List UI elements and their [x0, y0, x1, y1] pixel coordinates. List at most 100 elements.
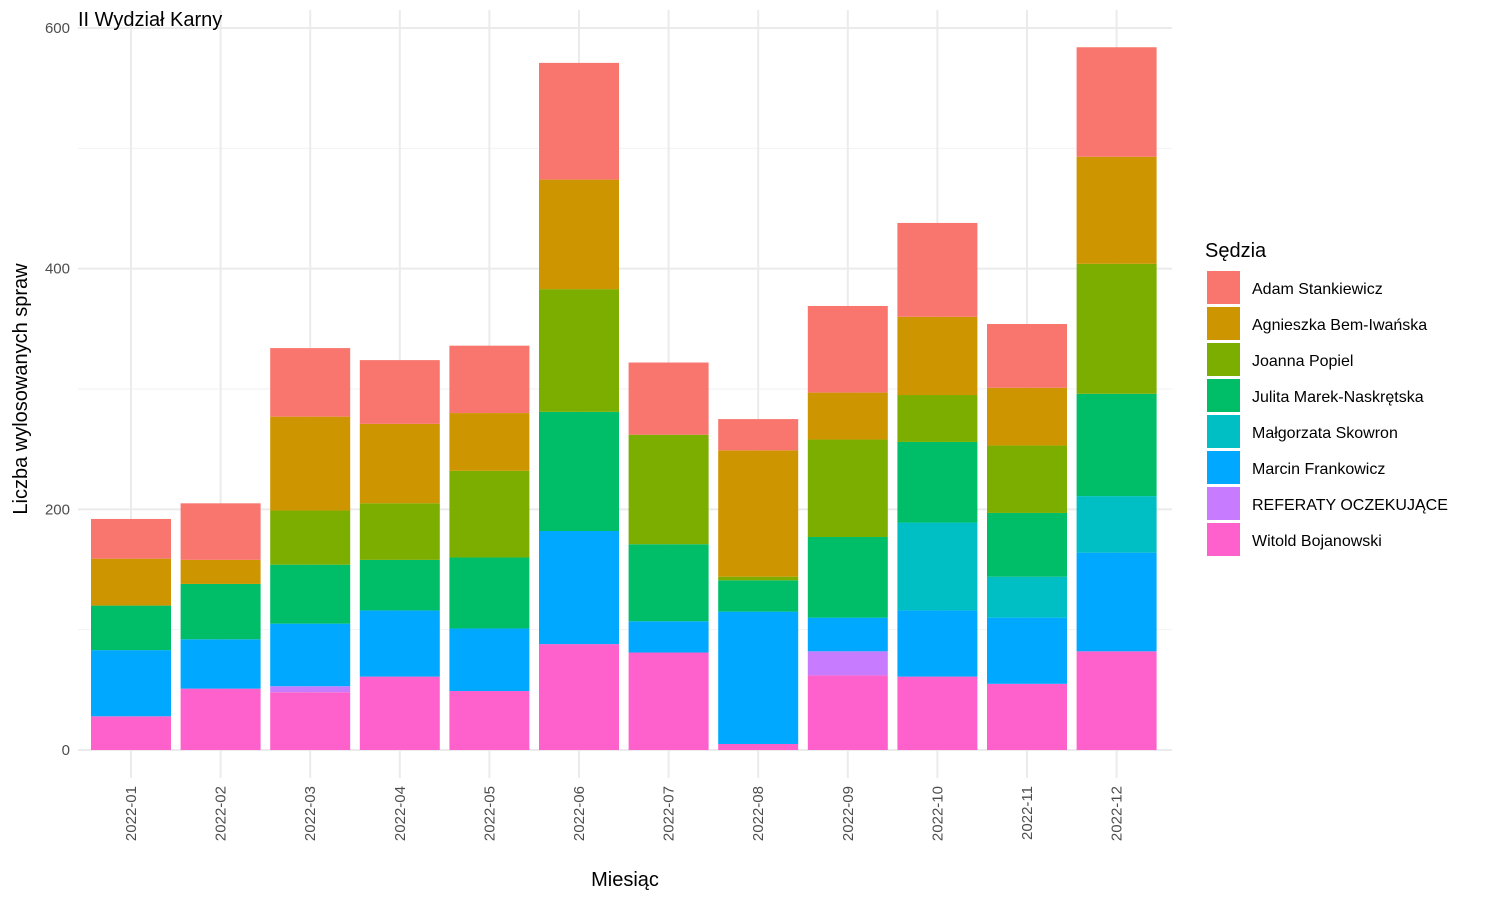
- x-tick-label: 2022-03: [302, 786, 319, 841]
- bar-segment: [987, 512, 1067, 577]
- bar-segment: [359, 360, 440, 424]
- bar-segment: [807, 305, 888, 393]
- legend-label: Adam Stankiewicz: [1252, 281, 1383, 298]
- bar-segment: [897, 222, 978, 317]
- legend-label: REFERATY OCZEKUJĄCE: [1252, 497, 1448, 514]
- bar-segment: [180, 559, 261, 584]
- bar-segment: [807, 675, 888, 750]
- bar-segment: [91, 558, 171, 606]
- legend-label: Witold Bojanowski: [1252, 533, 1382, 550]
- x-tick-label: 2022-08: [750, 786, 767, 841]
- y-tick-label: 0: [62, 742, 70, 759]
- bar-segment: [897, 441, 978, 523]
- bar-segment: [91, 518, 171, 559]
- legend-label: Joanna Popiel: [1252, 353, 1353, 370]
- bar-segment: [539, 62, 619, 180]
- x-tick-label: 2022-09: [840, 786, 857, 841]
- bar-segment: [628, 434, 709, 545]
- y-tick-label: 200: [45, 501, 70, 518]
- bar-segment: [359, 423, 440, 504]
- y-tick-label: 400: [45, 261, 70, 278]
- legend-swatch: [1207, 415, 1240, 448]
- bar-segment: [987, 387, 1067, 446]
- bar-segment: [897, 395, 978, 442]
- y-axis-ticks: 0 200 400 600: [45, 20, 70, 759]
- legend-swatch: [1207, 487, 1240, 520]
- bar-segment: [180, 503, 261, 560]
- bar-segment: [270, 510, 351, 565]
- bar-segment: [987, 576, 1067, 618]
- bar-segment: [718, 419, 799, 451]
- bar-segment: [897, 316, 978, 396]
- bar-segment: [270, 692, 351, 750]
- bar-segment: [359, 676, 440, 750]
- bar-segment: [897, 676, 978, 750]
- bar-segment: [718, 743, 799, 750]
- bar-segment: [807, 439, 888, 538]
- bar-segment: [270, 564, 351, 624]
- bar-segment: [449, 691, 530, 750]
- legend: Sędzia Adam Stankiewicz Agnieszka Bem-Iwa…: [1205, 240, 1448, 556]
- bar-segment: [628, 544, 709, 622]
- bar-segment: [987, 324, 1067, 388]
- bar-segment: [628, 652, 709, 750]
- bar-segment: [718, 450, 799, 577]
- bar-segment: [1076, 156, 1157, 264]
- legend-swatch: [1207, 271, 1240, 304]
- bar-segment: [180, 639, 261, 689]
- legend-swatch: [1207, 379, 1240, 412]
- bar-segment: [1076, 496, 1157, 553]
- x-axis-ticks: 2022-01 2022-02 2022-03 2022-04 2022-05 2022-…: [123, 786, 1126, 841]
- x-tick-label: 2022-12: [1109, 786, 1126, 841]
- bar-segment: [270, 686, 351, 693]
- legend-swatch: [1207, 451, 1240, 484]
- bar-segment: [449, 628, 530, 692]
- bar-segment: [180, 583, 261, 640]
- bar-segment: [987, 445, 1067, 513]
- bar-segment: [359, 610, 440, 677]
- bar-segment: [1076, 263, 1157, 394]
- bar-segment: [539, 644, 619, 750]
- bar-segment: [807, 617, 888, 652]
- y-tick-label: 600: [45, 20, 70, 37]
- bar-segment: [987, 617, 1067, 684]
- bar-segment: [539, 411, 619, 531]
- legend-label: Marcin Frankowicz: [1252, 461, 1385, 478]
- bar-segment: [897, 522, 978, 611]
- legend-label: Małgorzata Skowron: [1252, 425, 1398, 442]
- bar-segment: [180, 688, 261, 750]
- bar-segment: [359, 503, 440, 560]
- bar-segment: [987, 683, 1067, 750]
- x-tick-label: 2022-11: [1019, 786, 1036, 840]
- bar-segment: [449, 557, 530, 629]
- x-tick-label: 2022-04: [392, 786, 409, 841]
- bar-segment: [718, 611, 799, 744]
- bar-segment: [718, 576, 799, 581]
- x-tick-label: 2022-02: [213, 786, 230, 841]
- bars: [91, 47, 1157, 750]
- bar-segment: [1076, 393, 1157, 497]
- bar-segment: [1076, 47, 1157, 157]
- bar-segment: [270, 416, 351, 511]
- bar-segment: [91, 716, 171, 750]
- x-tick-label: 2022-01: [123, 786, 140, 841]
- x-tick-label: 2022-05: [481, 786, 498, 841]
- legend-swatch: [1207, 307, 1240, 340]
- bar-segment: [718, 580, 799, 612]
- legend-label: Agnieszka Bem-Iwańska: [1252, 317, 1427, 334]
- bar-segment: [807, 537, 888, 618]
- bar-segment: [449, 413, 530, 471]
- bar-segment: [449, 345, 530, 414]
- legend-label: Julita Marek-Naskrętska: [1252, 389, 1424, 406]
- bar-segment: [449, 470, 530, 558]
- x-tick-label: 2022-06: [571, 786, 588, 841]
- bar-segment: [807, 392, 888, 440]
- bar-segment: [1076, 651, 1157, 750]
- bar-segment: [270, 623, 351, 687]
- bar-segment: [1076, 552, 1157, 652]
- bar-segment: [897, 610, 978, 677]
- x-axis-title: Miesiąc: [591, 869, 659, 891]
- bar-segment: [539, 179, 619, 290]
- legend-swatch: [1207, 523, 1240, 556]
- bar-segment: [539, 289, 619, 412]
